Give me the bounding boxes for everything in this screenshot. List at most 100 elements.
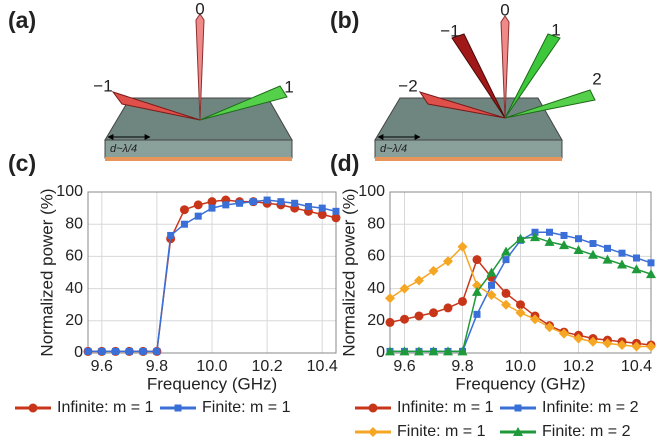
marker xyxy=(501,299,511,310)
marker xyxy=(291,199,299,207)
marker xyxy=(457,346,468,356)
marker xyxy=(617,259,627,269)
marker xyxy=(180,220,188,228)
y-tick-label: 40 xyxy=(65,280,83,297)
marker xyxy=(617,339,627,350)
order-label: −1 xyxy=(93,76,112,95)
marker xyxy=(125,347,133,355)
marker xyxy=(530,232,540,242)
marker xyxy=(263,196,271,204)
marker xyxy=(588,249,598,259)
marker xyxy=(602,254,613,264)
marker xyxy=(399,283,410,294)
legend-marker xyxy=(513,427,523,436)
x-tick-label: 10.2 xyxy=(563,358,594,375)
marker xyxy=(501,288,511,298)
panel-label: (c) xyxy=(8,150,36,176)
marker xyxy=(473,310,481,318)
marker xyxy=(84,347,92,355)
legend-marker xyxy=(514,404,522,412)
marker xyxy=(647,259,655,267)
order-label: 0 xyxy=(195,0,204,18)
marker xyxy=(193,200,203,210)
marker xyxy=(443,256,453,267)
marker xyxy=(530,314,540,325)
x-tick-label: 10.4 xyxy=(307,358,338,375)
marker xyxy=(559,328,569,339)
marker xyxy=(304,202,312,210)
x-tick-label: 9.8 xyxy=(146,358,168,375)
x-tick-label: 10.4 xyxy=(621,358,652,375)
marker xyxy=(317,210,327,220)
y-tick-label: 100 xyxy=(358,183,385,200)
order-label: 2 xyxy=(592,69,601,88)
x-tick-label: 10.2 xyxy=(252,358,283,375)
marker xyxy=(236,199,244,207)
marker xyxy=(486,267,497,277)
marker xyxy=(414,311,424,321)
panel-label: (d) xyxy=(330,150,359,176)
marker xyxy=(516,300,525,310)
y-axis-label: Normalized power (%) xyxy=(37,188,56,356)
order-label: 1 xyxy=(284,77,293,96)
marker xyxy=(414,346,424,356)
marker xyxy=(179,205,189,215)
marker xyxy=(332,207,340,215)
panel-label: (a) xyxy=(8,7,36,33)
x-tick-label: 9.8 xyxy=(451,358,473,375)
marker xyxy=(515,233,526,243)
marker xyxy=(602,338,613,349)
marker xyxy=(167,231,175,239)
marker xyxy=(546,228,553,236)
y-tick-label: 60 xyxy=(65,248,83,265)
marker xyxy=(428,265,439,276)
marker xyxy=(588,336,598,347)
marker xyxy=(443,303,453,313)
x-tick-label: 9.6 xyxy=(393,358,415,375)
x-tick-label: 9.6 xyxy=(91,358,113,375)
legend-label: Finite: m = 1 xyxy=(202,399,291,416)
marker xyxy=(515,307,526,318)
marker xyxy=(400,314,409,324)
marker xyxy=(604,244,611,252)
plot-frame xyxy=(87,191,337,354)
y-tick-label: 40 xyxy=(367,280,385,297)
order-label: −1 xyxy=(440,21,459,40)
marker xyxy=(443,346,453,356)
y-tick-label: 0 xyxy=(74,344,83,361)
marker xyxy=(429,308,438,318)
marker xyxy=(559,240,569,250)
panel-label: (b) xyxy=(330,7,359,33)
marker xyxy=(573,244,584,254)
legend-label: Finite: m = 1 xyxy=(397,423,486,440)
y-tick-label: 80 xyxy=(65,215,83,232)
legend-label: Infinite: m = 1 xyxy=(397,399,494,416)
marker xyxy=(646,269,656,279)
marker xyxy=(575,235,582,243)
marker xyxy=(414,275,424,286)
legend-label: Finite: m = 2 xyxy=(542,423,631,440)
marker xyxy=(618,249,626,257)
marker xyxy=(633,254,640,262)
x-tick-label: 10.0 xyxy=(196,358,227,375)
order-label: −2 xyxy=(398,76,417,95)
metasurface-b xyxy=(374,15,596,161)
y-tick-label: 20 xyxy=(65,312,83,329)
marker xyxy=(222,201,230,209)
metasurface-a xyxy=(104,13,293,161)
marker xyxy=(318,204,326,212)
marker xyxy=(589,240,597,248)
marker xyxy=(399,346,410,356)
marker xyxy=(646,341,656,352)
marker xyxy=(631,264,642,274)
legend-marker xyxy=(368,403,378,413)
marker xyxy=(139,347,147,355)
marker xyxy=(560,231,568,239)
marker xyxy=(486,290,497,301)
legend-marker xyxy=(174,404,182,412)
marker xyxy=(472,286,482,296)
x-axis-label: Frequency (GHz) xyxy=(147,374,277,393)
y-tick-label: 0 xyxy=(376,344,385,361)
marker xyxy=(472,255,482,265)
